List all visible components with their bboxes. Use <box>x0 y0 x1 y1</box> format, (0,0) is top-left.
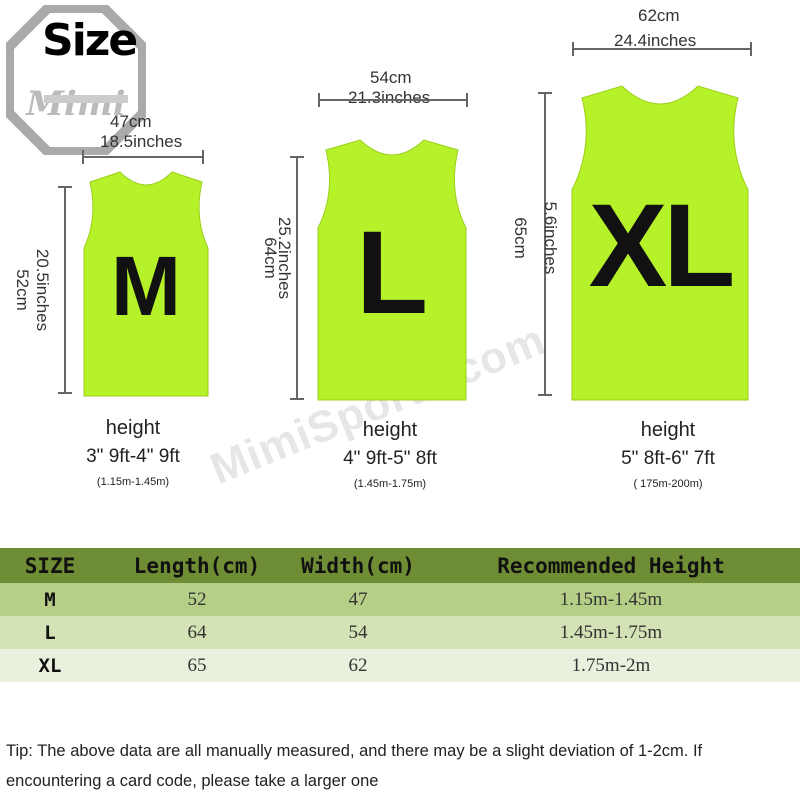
table-row: XL 65 62 1.75m-2m <box>0 649 800 682</box>
l-width-in: 21.3inches <box>348 88 431 107</box>
m-height-ft: 3" 9ft-4" 9ft <box>86 446 180 467</box>
l-width-line <box>318 93 468 107</box>
cell-size: L <box>0 616 100 649</box>
logo-octagon-icon: Mimi <box>4 3 148 157</box>
xl-length-in: 5.6inches <box>541 201 560 275</box>
xl-length-line <box>538 92 552 396</box>
xl-height-label: height <box>640 419 696 441</box>
jersey-l-letter: L <box>355 207 429 339</box>
xl-height-ft: 5" 8ft-6" 7ft <box>621 448 715 469</box>
l-length-cm: 64cm <box>261 237 280 279</box>
cell-width: 54 <box>294 616 422 649</box>
tip-text: Tip: The above data are all manually mea… <box>6 742 703 790</box>
table-row: M 52 47 1.15m-1.45m <box>0 583 800 616</box>
cell-height: 1.15m-1.45m <box>422 583 800 616</box>
jersey-xl-letter: XL <box>588 180 736 312</box>
xl-length-cm: 65cm <box>511 217 530 259</box>
brand-logo: Mimi Size <box>4 3 148 157</box>
m-height-label: height <box>105 417 161 439</box>
m-height-m: (1.15m-1.45m) <box>96 476 170 488</box>
cell-height: 1.75m-2m <box>422 649 800 682</box>
cell-width: 47 <box>294 583 422 616</box>
xl-height-m: ( 175m-200m) <box>633 478 703 490</box>
m-width-line <box>82 150 204 164</box>
m-width-cm: 47cm <box>110 112 152 131</box>
svg-text:Mimi: Mimi <box>25 84 125 124</box>
cell-length: 64 <box>100 616 294 649</box>
header-width: Width(cm) <box>294 548 422 583</box>
m-height: height 3" 9ft-4" 9ft (1.15m-1.45m) <box>23 417 243 488</box>
cell-size: XL <box>0 649 100 682</box>
jersey-l <box>317 139 467 401</box>
cell-length: 52 <box>100 583 294 616</box>
m-length-cm: 52cm <box>13 269 32 311</box>
table-header-row: SIZE Length(cm) Width(cm) Recommended He… <box>0 548 800 583</box>
size-table: SIZE Length(cm) Width(cm) Recommended He… <box>0 548 800 682</box>
xl-height: height 5" 8ft-6" 7ft ( 175m-200m) <box>558 419 778 490</box>
table-row: L 64 54 1.45m-1.75m <box>0 616 800 649</box>
cell-width: 62 <box>294 649 422 682</box>
m-width-in: 18.5inches <box>100 132 183 151</box>
l-height-ft: 4" 9ft-5" 8ft <box>343 448 437 469</box>
logo-title: Size <box>42 15 138 66</box>
l-width-cm: 54cm <box>370 68 412 87</box>
header-length: Length(cm) <box>100 548 294 583</box>
m-length-in: 20.5inches <box>33 248 52 332</box>
cell-length: 65 <box>100 649 294 682</box>
cell-height: 1.45m-1.75m <box>422 616 800 649</box>
m-length-line <box>58 186 72 394</box>
header-size: SIZE <box>0 548 100 583</box>
xl-width-line <box>572 42 752 56</box>
cell-size: M <box>0 583 100 616</box>
l-height-label: height <box>362 419 418 441</box>
header-height: Recommended Height <box>422 548 800 583</box>
xl-width-in: 24.4inches <box>614 31 697 50</box>
xl-width-cm: 62cm <box>638 6 680 25</box>
jersey-xl <box>571 85 749 401</box>
l-height-m: (1.45m-1.75m) <box>353 478 427 490</box>
l-length-line <box>290 156 304 400</box>
jersey-m <box>83 171 209 397</box>
l-height: height 4" 9ft-5" 8ft (1.45m-1.75m) <box>280 419 500 490</box>
jersey-m-letter: M <box>111 239 181 333</box>
